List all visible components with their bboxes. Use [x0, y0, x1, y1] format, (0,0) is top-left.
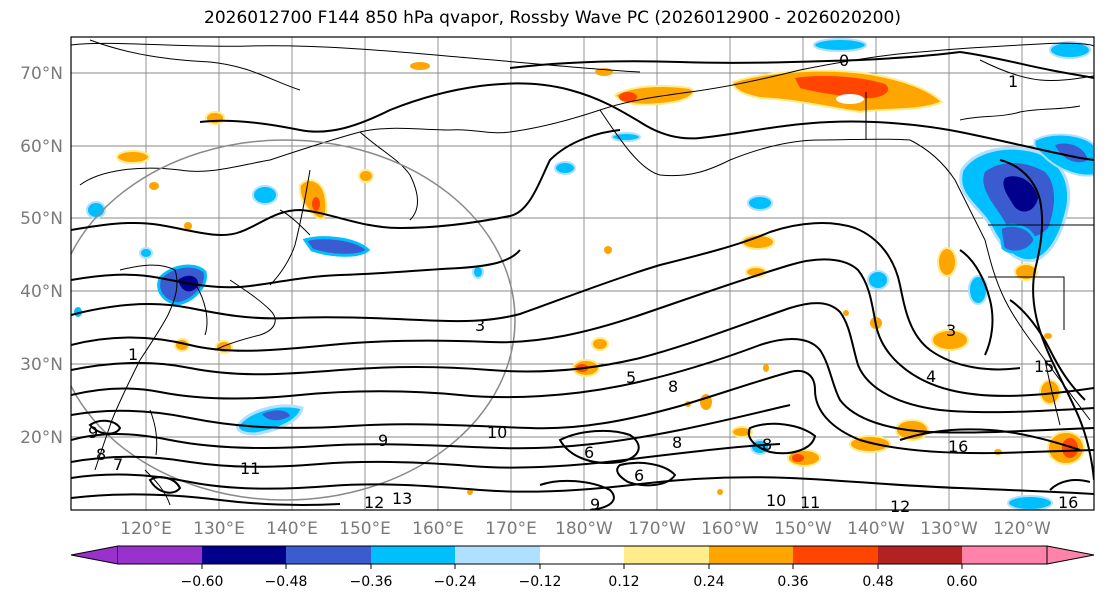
lon-label: 130°W: [920, 519, 978, 539]
lon-label: 130°E: [193, 519, 245, 539]
colorbar-tick-label: −0.60: [181, 574, 224, 590]
lon-label: 120°W: [993, 519, 1051, 539]
contour-label: 9: [590, 495, 600, 514]
contour-label: 5: [626, 368, 636, 387]
lon-labels: 120°E 130°E 140°E 150°E 160°E 170°E 180°…: [120, 519, 1051, 539]
contour-label: 0: [839, 51, 849, 70]
coastlines: [71, 39, 1094, 506]
colorbar: −0.60 −0.48 −0.36 −0.24 −0.12 0.12 0.24 …: [70, 545, 1095, 590]
contour-label: 9: [88, 423, 98, 442]
colorbar-segment: [371, 546, 455, 564]
contour-label: 11: [800, 493, 820, 512]
colorbar-segment: [455, 546, 540, 564]
colorbar-tick-label: −0.12: [519, 574, 562, 590]
contour-label: 16: [1058, 493, 1078, 512]
contour-label: 10: [766, 491, 786, 510]
map-border: [70, 36, 1095, 511]
colorbar-tick-label: 0.12: [608, 574, 639, 590]
colorbar-tick-label: 0.24: [693, 574, 724, 590]
lat-label: 70°N: [20, 64, 63, 84]
projection-circle: [71, 139, 516, 501]
contour-label: 12: [364, 493, 384, 512]
colorbar-segment: [1046, 545, 1095, 565]
lon-label: 140°W: [847, 519, 905, 539]
colorbar-segment: [709, 546, 793, 564]
contour-label: 10: [487, 423, 507, 442]
colorbar-tick-label: −0.24: [434, 574, 477, 590]
contour-label: 7: [113, 455, 123, 474]
lat-label: 20°N: [20, 428, 63, 448]
colorbar-tick-label: −0.48: [265, 574, 308, 590]
contour-label: 6: [584, 443, 594, 462]
colorbar-segment: [962, 546, 1047, 564]
lat-label: 60°N: [20, 137, 63, 157]
contour-label: 11: [240, 459, 260, 478]
lat-label: 30°N: [20, 355, 63, 375]
contour-label: 3: [475, 316, 485, 335]
lat-label: 50°N: [20, 209, 63, 229]
lon-label: 170°W: [628, 519, 686, 539]
contour-label: 8: [762, 435, 772, 454]
colorbar-segment: [286, 546, 371, 564]
lat-labels: 70°N 60°N 50°N 40°N 30°N 20°N: [20, 64, 63, 448]
colorbar-tick-label: −0.36: [350, 574, 393, 590]
contour-label: 16: [948, 437, 968, 456]
colorbar-segment: [878, 546, 962, 564]
lon-label: 150°W: [774, 519, 832, 539]
lon-label: 170°E: [485, 519, 537, 539]
lat-label: 40°N: [20, 282, 63, 302]
anomaly-patches: [74, 38, 1094, 510]
colorbar-segment: [624, 546, 709, 564]
colorbar-tick-label: 0.60: [946, 574, 977, 590]
contour-lines: [71, 51, 1094, 510]
lon-label: 120°E: [120, 519, 172, 539]
map-title: 2026012700 F144 850 hPa qvapor, Rossby W…: [204, 8, 901, 28]
contour-label: 1: [1008, 72, 1018, 91]
contour-label: 13: [392, 489, 412, 508]
contour-label: 9: [378, 431, 388, 450]
lon-label: 150°E: [339, 519, 391, 539]
contour-label: 15: [1034, 357, 1054, 376]
colorbar-segment: [118, 546, 202, 564]
lon-label: 160°E: [412, 519, 464, 539]
contour-label: 6: [634, 466, 644, 485]
lon-label: 140°E: [266, 519, 318, 539]
lon-label: 180°W: [555, 519, 613, 539]
colorbar-segment: [202, 546, 286, 564]
contour-label: 1: [128, 345, 138, 364]
contour-label-layer: 0 1 1 3 3 4 5 6 6 7 8 8 8 8 9 9 9 10 10 …: [88, 51, 1078, 516]
colorbar-tick-label: 0.36: [777, 574, 808, 590]
lon-label: 160°W: [701, 519, 759, 539]
contour-label: 8: [672, 433, 682, 452]
colorbar-segment: [793, 546, 878, 564]
gridlines: [71, 37, 1094, 510]
contour-label: 12: [890, 497, 910, 516]
contour-label: 4: [926, 367, 936, 386]
colorbar-segment: [70, 545, 119, 565]
colorbar-segment: [540, 546, 624, 564]
contour-label: 3: [946, 321, 956, 340]
colorbar-tick-label: 0.48: [862, 574, 893, 590]
contour-label: 8: [96, 445, 106, 464]
contour-label: 8: [668, 377, 678, 396]
